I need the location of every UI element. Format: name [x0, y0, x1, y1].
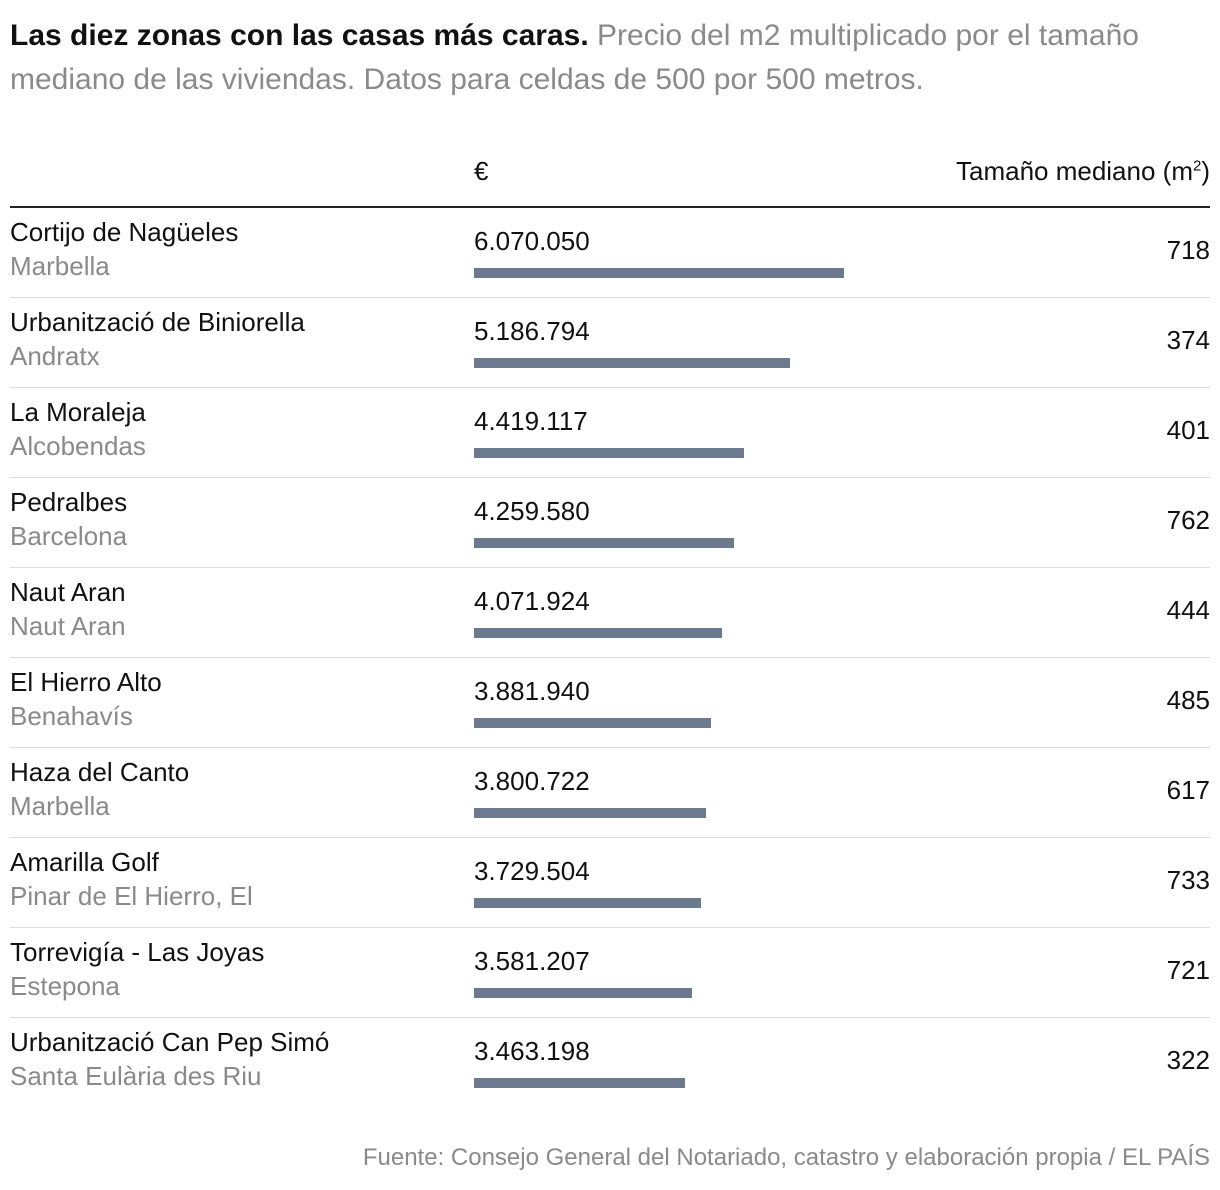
table-row: Urbanització Can Pep Simó Santa Eulària d… [10, 1018, 1210, 1107]
zone-name: Urbanització de Biniorella [10, 307, 305, 337]
price-bar [474, 538, 734, 548]
price-bar [474, 1078, 685, 1088]
size-value: 721 [1166, 955, 1210, 985]
price-value: 4.259.580 [474, 496, 590, 526]
table-row: Pedralbes Barcelona 4.259.580 762 [10, 478, 1210, 568]
title-period: . [580, 19, 589, 52]
municipality-name: Pinar de El Hierro, El [10, 881, 253, 911]
size-value: 485 [1166, 685, 1210, 715]
zone-name: Pedralbes [10, 487, 128, 517]
size-column-label: Tamaño mediano (m [955, 156, 1193, 186]
price-bar [474, 988, 692, 998]
price-value: 3.463.198 [474, 1036, 590, 1066]
zone-name: El Hierro Alto [10, 667, 162, 697]
zone-name: Torrevigía - Las Joyas [10, 937, 265, 967]
price-value: 4.419.117 [474, 406, 588, 436]
price-value: 5.186.794 [474, 316, 590, 346]
table-row: Naut Aran Naut Aran 4.071.924 444 [10, 568, 1210, 658]
size-column-superscript: 2 [1192, 157, 1202, 175]
table-row: Amarilla Golf Pinar de El Hierro, El 3.729… [10, 838, 1210, 928]
price-bar [474, 268, 844, 278]
price-bar [474, 448, 744, 458]
size-value: 762 [1166, 505, 1210, 535]
municipality-name: Alcobendas [10, 431, 146, 461]
zone-name: Cortijo de Nagüeles [10, 217, 239, 247]
price-bar [474, 628, 722, 638]
size-value: 401 [1166, 415, 1210, 445]
municipality-name: Marbella [10, 251, 110, 281]
size-column-header: Tamaño mediano (m2) [956, 156, 1210, 187]
size-value: 374 [1166, 325, 1210, 355]
size-value: 322 [1166, 1045, 1210, 1075]
price-value: 6.070.050 [474, 226, 590, 256]
table-row: Haza del Canto Marbella 3.800.722 617 [10, 748, 1210, 838]
table-row: Torrevigía - Las Joyas Estepona 3.581.207 7… [10, 928, 1210, 1018]
price-value: 3.881.940 [474, 676, 590, 706]
size-column-close: ) [1201, 156, 1210, 186]
municipality-name: Santa Eulària des Riu [10, 1061, 262, 1091]
municipality-name: Barcelona [10, 521, 128, 551]
municipality-name: Benahavís [10, 701, 133, 731]
zone-name: Naut Aran [10, 577, 126, 607]
zone-name: La Moraleja [10, 397, 146, 427]
chart-subtitle: Precio del m2 multiplicado por el tamaño… [10, 19, 1139, 96]
size-value: 733 [1166, 865, 1210, 895]
chart-title: Las diez zonas con las casas más caras [10, 19, 581, 52]
price-bar [474, 718, 711, 728]
municipality-name: Naut Aran [10, 611, 126, 641]
table-body: Cortijo de Nagüeles Marbella 6.070.050 718 U… [10, 208, 1210, 1107]
size-value: 617 [1166, 775, 1210, 805]
price-column-header: € [474, 156, 489, 186]
price-bar [474, 808, 706, 818]
price-bar [474, 358, 790, 368]
table-row: Cortijo de Nagüeles Marbella 6.070.050 718 [10, 208, 1210, 298]
table-row: La Moraleja Alcobendas 4.419.117 401 [10, 388, 1210, 478]
table-row: Urbanització de Biniorella Andratx 5.186.7… [10, 298, 1210, 388]
source-note: Fuente: Consejo General del Notariado, c… [362, 1144, 1210, 1171]
size-value: 718 [1166, 235, 1210, 265]
price-value: 4.071.924 [474, 586, 590, 616]
price-bar [474, 898, 701, 908]
zone-name: Urbanització Can Pep Simó [10, 1027, 330, 1057]
price-value: 3.800.722 [474, 766, 590, 796]
municipality-name: Marbella [10, 791, 110, 821]
price-value: 3.729.504 [474, 856, 590, 886]
zone-name: Amarilla Golf [10, 847, 159, 877]
price-value: 3.581.207 [474, 946, 590, 976]
table-row: El Hierro Alto Benahavís 3.881.940 485 [10, 658, 1210, 748]
municipality-name: Andratx [10, 341, 100, 371]
chart-headline: Las diez zonas con las casas más caras. … [10, 14, 1190, 102]
zone-name: Haza del Canto [10, 757, 190, 787]
size-value: 444 [1166, 595, 1210, 625]
table-header: € Tamaño mediano (m2) [10, 150, 1210, 208]
municipality-name: Estepona [10, 971, 120, 1001]
